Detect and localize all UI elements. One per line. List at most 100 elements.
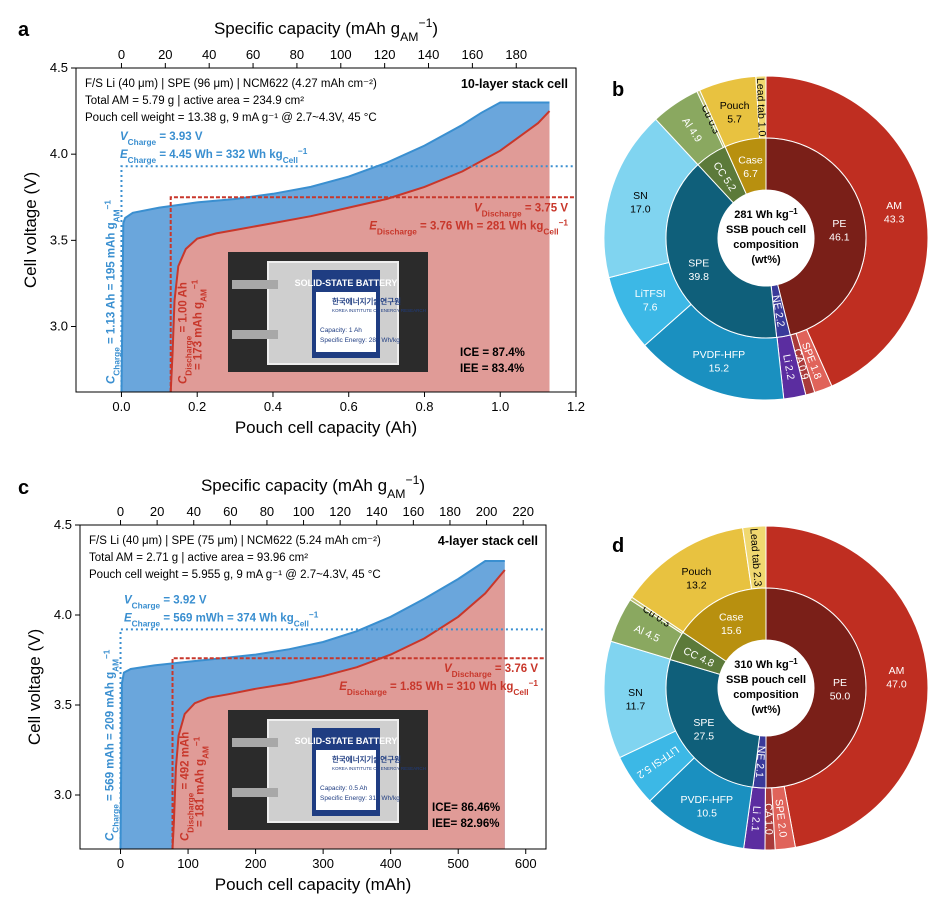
outer-label-name: AM bbox=[889, 665, 905, 677]
inner-label-value: 39.8 bbox=[688, 271, 709, 283]
top-tick-label: 0 bbox=[117, 504, 124, 519]
outer-label-value: 10.5 bbox=[697, 807, 718, 819]
outer-label-value: 15.2 bbox=[709, 363, 730, 375]
center-line-4: (wt%) bbox=[751, 254, 781, 266]
outer-label: Li 2.1 bbox=[749, 805, 763, 832]
c-discharge-label: CDischarge = 1.00 Ah bbox=[178, 282, 194, 384]
info-line: F/S Li (40 μm) | SPE (75 μm) | NCM622 (5… bbox=[89, 535, 381, 547]
y-tick-label: 3.0 bbox=[54, 787, 72, 802]
panel-c-voltage-chart: 0 100 200 300 400 500 600 0 20 40 60 80 100 120 140 160… bbox=[18, 473, 547, 894]
top-tick-label: 180 bbox=[439, 504, 461, 519]
top-tick-label: 20 bbox=[158, 47, 172, 62]
y-tick-label: 4.5 bbox=[54, 517, 72, 532]
top-tick-label: 40 bbox=[202, 47, 216, 62]
y-tick-label: 4.0 bbox=[50, 146, 68, 161]
panel-letter: b bbox=[612, 79, 624, 101]
inner-label: PE 46.1 bbox=[829, 218, 850, 244]
center-line-3: composition bbox=[733, 689, 799, 701]
x-axis-title: Pouch cell capacity (Ah) bbox=[235, 418, 417, 437]
center-hole bbox=[718, 640, 814, 736]
outer-label-name: SN bbox=[628, 687, 643, 699]
lead-tab-2 bbox=[232, 330, 278, 339]
c-charge-label: CCharge = 569 mAh = 209 mAh gAM−1 bbox=[102, 649, 120, 841]
top-tick-label: 140 bbox=[418, 47, 440, 62]
top-tick-label: 40 bbox=[186, 504, 200, 519]
photo-korean: 한국에너지기술연구원 bbox=[332, 754, 401, 764]
outer-label-value: 17.0 bbox=[630, 203, 651, 215]
center-hole bbox=[718, 190, 814, 286]
c-discharge-label-2: = 173 mAh gAM−1 bbox=[190, 279, 208, 370]
y-tick-label: 3.0 bbox=[50, 319, 68, 334]
outer-label-value: 43.3 bbox=[884, 213, 905, 225]
inner-label-value: 46.1 bbox=[829, 232, 850, 244]
v-charge-label: VCharge = 3.92 V bbox=[124, 594, 207, 610]
label-white-area bbox=[316, 750, 376, 810]
x-tick-label: 0.8 bbox=[415, 399, 433, 414]
photo-korean: 한국에너지기술연구원 bbox=[332, 296, 401, 306]
outer-label-value: 5.7 bbox=[727, 113, 742, 125]
label-white-area bbox=[316, 292, 376, 352]
outer-label-name: PVDF-HFP bbox=[693, 349, 746, 361]
inner-label-name: SPE bbox=[693, 717, 714, 729]
top-tick-label: 140 bbox=[366, 504, 388, 519]
inner-label: PE 50.0 bbox=[830, 677, 851, 703]
x-tick-label: 1.0 bbox=[491, 399, 509, 414]
outer-label-value: 11.7 bbox=[626, 700, 646, 712]
inner-label-value: 15.6 bbox=[721, 625, 742, 637]
photo-institute: KOREA INSTITUTE OF ENERGY RESEARCH bbox=[332, 308, 426, 313]
outer-label: Li 2.2 bbox=[780, 353, 796, 381]
outer-label-text: SPE 2.0 bbox=[772, 798, 789, 838]
photo-institute: KOREA INSTITUTE OF ENERGY RESEARCH bbox=[332, 766, 426, 771]
c-discharge-label: CDischarge = 492 mAh bbox=[180, 732, 196, 841]
plot-frame bbox=[75, 67, 577, 393]
top-tick-label: 80 bbox=[290, 47, 304, 62]
inner-label-name: PE bbox=[832, 218, 846, 230]
center-line-2: SSB pouch cell bbox=[726, 224, 806, 236]
inner-label-name: Case bbox=[738, 155, 763, 167]
photo-title: SOLID-STATE BATTERY bbox=[295, 736, 398, 746]
outer-label-name: SN bbox=[633, 190, 648, 202]
top-tick-label: 160 bbox=[462, 47, 484, 62]
e-charge-label: ECharge = 569 mWh = 374 Wh kgCell−1 bbox=[124, 610, 319, 628]
photo-energy: Specific Energy: 280 Wh/kg bbox=[320, 337, 400, 344]
discharge-ref-line bbox=[169, 196, 576, 392]
outer-label-value: 7.6 bbox=[643, 302, 658, 314]
top-tick-label: 60 bbox=[246, 47, 260, 62]
info-line: Pouch cell weight = 13.38 g, 9 mA g⁻¹ @ … bbox=[85, 112, 377, 124]
e-charge-label: ECharge = 4.45 Wh = 332 Wh kgCell−1 bbox=[120, 147, 308, 165]
x-tick-label: 200 bbox=[245, 856, 267, 871]
e-discharge-label: EDischarge = 1.85 Wh = 310 Wh kgCell−1 bbox=[339, 679, 538, 697]
outer-label-name: PVDF-HFP bbox=[681, 794, 734, 806]
top-axis-title: Specific capacity (mAh gAM−1) bbox=[214, 16, 438, 44]
cell-title: 10-layer stack cell bbox=[461, 77, 568, 91]
x-tick-label: 0 bbox=[117, 856, 124, 871]
panel-letter: a bbox=[18, 19, 30, 41]
center-line-3: composition bbox=[733, 239, 799, 251]
x-tick-label: 0.2 bbox=[188, 399, 206, 414]
top-tick-label: 120 bbox=[329, 504, 351, 519]
x-tick-label: 400 bbox=[380, 856, 402, 871]
outer-label: AM 47.0 bbox=[886, 665, 907, 691]
lead-tab-1 bbox=[232, 738, 278, 747]
center-line-2: SSB pouch cell bbox=[726, 674, 806, 686]
iee-label: IEE= 82.96% bbox=[432, 818, 499, 830]
top-tick-label: 120 bbox=[374, 47, 396, 62]
y-tick-label: 4.0 bbox=[54, 607, 72, 622]
center-line-4: (wt%) bbox=[751, 704, 781, 716]
center-line-1: 310 Wh kg−1 bbox=[734, 657, 798, 672]
x-tick-label: 100 bbox=[177, 856, 199, 871]
top-tick-label: 100 bbox=[330, 47, 352, 62]
top-axis-title: Specific capacity (mAh gAM−1) bbox=[201, 473, 425, 501]
photo-capacity: Capacity: 0.5 Ah bbox=[320, 785, 368, 792]
c-discharge-label-2: = 181 mAh gAM−1 bbox=[192, 736, 210, 827]
discharge-ref-line bbox=[171, 657, 546, 849]
outer-label-name: AM bbox=[886, 200, 902, 212]
inner-label-value: 27.5 bbox=[694, 731, 715, 743]
